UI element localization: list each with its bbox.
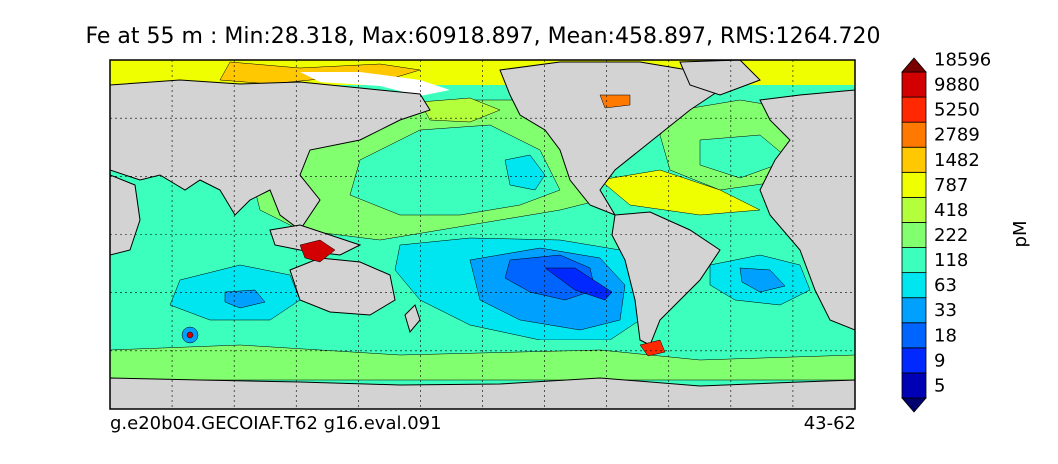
- new-zealand-land: [404, 304, 421, 334]
- colorbar-extend-low: [901, 397, 927, 413]
- colorbar-tick-label: 63: [934, 275, 957, 296]
- colorbar-extend-high: [901, 57, 927, 73]
- colorbar-segment: [901, 71, 927, 98]
- colorbar-segment: [901, 121, 927, 148]
- colorbar-tick-label: 9: [934, 350, 945, 371]
- grid: [110, 60, 855, 409]
- colorbar-segment: [901, 171, 927, 198]
- colorbar-segment: [901, 247, 927, 274]
- patagonia-high: [639, 339, 666, 357]
- colorbar-tick-label: 222: [934, 225, 968, 246]
- south-atlantic-blue: [739, 267, 786, 293]
- colorbar-tick-label: 2789: [934, 125, 980, 146]
- colorbar-segment: [901, 96, 927, 123]
- colorbar-segment: [901, 196, 927, 223]
- colorbar-segment: [901, 297, 927, 324]
- plot-title: Fe at 55 m : Min:28.318, Max:60918.897, …: [85, 24, 881, 49]
- colorbar-segment: [901, 272, 927, 299]
- footer-years: 43-62: [803, 413, 856, 434]
- bering-patch: [419, 97, 501, 123]
- colorbar-tick-label: 418: [934, 200, 968, 221]
- south-pacific-deep-blue: [504, 254, 596, 301]
- north-atlantic-teal: [699, 134, 791, 179]
- colorbar-tick-label: 18596: [934, 49, 991, 70]
- south-pacific-min: [544, 267, 613, 301]
- colorbar-tick-label: 18: [934, 325, 957, 346]
- indian-blue: [224, 289, 266, 309]
- colorbar-segment: [901, 222, 927, 248]
- australia-land: [289, 257, 396, 316]
- map-field: [110, 60, 855, 409]
- tropical-atlantic-yellow: [599, 169, 761, 216]
- colorbar-tick-label: 118: [934, 250, 968, 271]
- colorbar-tick-label: 9880: [934, 75, 980, 96]
- kerguelen-max: [186, 331, 194, 339]
- colorbar-tick-label: 1482: [934, 150, 980, 171]
- footer-case-name: g.e20b04.GECOIAF.T62 g16.eval.091: [110, 413, 442, 434]
- colorbar-segment: [901, 146, 927, 173]
- colorbar-segment: [901, 372, 927, 399]
- africa-west-land: [110, 174, 141, 256]
- north-pacific-teal: [349, 124, 561, 216]
- map-frame: [109, 59, 856, 410]
- north-pacific-cyan: [504, 154, 546, 191]
- africa-europe-land: [759, 89, 855, 331]
- colorbar-tick-label: 5250: [934, 100, 980, 121]
- colorbar-tick-label: 33: [934, 300, 957, 321]
- colorbar-tick-label: 5: [934, 375, 945, 396]
- colorbar-unit-label: pM: [1010, 221, 1031, 248]
- colorbar-tick-label: 787: [934, 175, 968, 196]
- new-guinea-high: [299, 239, 336, 263]
- maritime-continent-land: [269, 224, 362, 256]
- south-america-land: [611, 211, 721, 346]
- colorbar-segment: [901, 322, 927, 349]
- hudson-bay-high: [599, 94, 631, 109]
- missing-region: [300, 72, 450, 96]
- colorbar-segment: [901, 347, 927, 374]
- eurasia-land: [110, 79, 431, 231]
